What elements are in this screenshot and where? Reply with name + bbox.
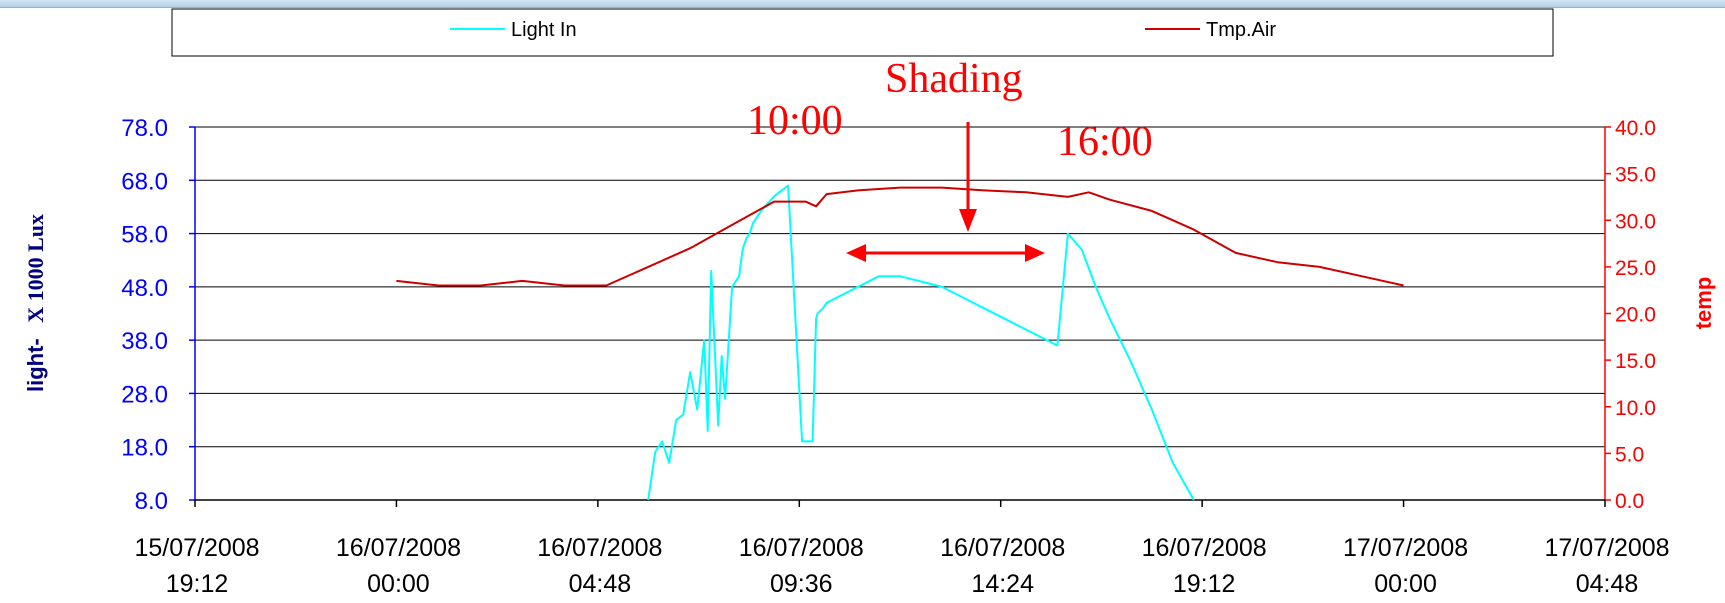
x-tick-label-time: 04:48 xyxy=(569,570,632,598)
legend-label-tmp-air: Tmp.Air xyxy=(1206,19,1276,41)
x-tick-label-date: 15/07/2008 xyxy=(134,534,259,562)
x-tick-label-time: 00:00 xyxy=(367,570,430,598)
window-top-bar xyxy=(0,0,1725,8)
left-axis-label-part-1: light- xyxy=(23,338,48,392)
x-tick-label-time: 04:48 xyxy=(1576,570,1639,598)
x-tick-label-date: 17/07/2008 xyxy=(1343,534,1468,562)
left-tick-label: 78.0 xyxy=(121,115,168,142)
annotation-shading: Shading xyxy=(885,56,1023,102)
x-tick-label-date: 17/07/2008 xyxy=(1544,534,1669,562)
right-tick-label: 35.0 xyxy=(1615,164,1656,187)
left-tick-label: 68.0 xyxy=(121,168,168,195)
annotations: Shading 10:00 16:00 xyxy=(747,56,1153,262)
left-tick-label: 28.0 xyxy=(121,381,168,408)
series-line-tmp-air xyxy=(396,186,1404,287)
x-tick-label-time: 19:12 xyxy=(166,570,229,598)
shading-down-arrow-head xyxy=(959,209,977,232)
right-axis-label: temp xyxy=(1691,277,1716,330)
x-tick-label-time: 00:00 xyxy=(1374,570,1437,598)
x-tick-label-time: 19:12 xyxy=(1173,570,1236,598)
x-tick-label-date: 16/07/2008 xyxy=(739,534,864,562)
left-tick-label: 38.0 xyxy=(121,328,168,355)
legend-label-light-in: Light In xyxy=(511,19,577,41)
x-tick-label-date: 16/07/2008 xyxy=(537,534,662,562)
left-tick-label: 48.0 xyxy=(121,275,168,302)
right-tick-label: 40.0 xyxy=(1615,117,1656,140)
right-tick-label: 15.0 xyxy=(1615,350,1656,373)
legend-box xyxy=(171,8,1554,57)
right-tick-label: 20.0 xyxy=(1615,304,1656,327)
left-tick-label: 58.0 xyxy=(121,222,168,249)
annotation-end-time: 16:00 xyxy=(1057,119,1153,165)
left-axis-ticks: 8.0 18.0 28.0 38.0 48.0 58.0 68.0 78.0 xyxy=(121,115,195,515)
shading-span-arrow-left-head xyxy=(846,244,866,262)
legend: Light In Tmp.Air xyxy=(171,8,1554,57)
left-tick-label: 8.0 xyxy=(135,488,168,515)
x-tick-label-date: 16/07/2008 xyxy=(940,534,1065,562)
x-tick-label-date: 16/07/2008 xyxy=(1142,534,1267,562)
x-tick-label-date: 16/07/2008 xyxy=(336,534,461,562)
right-tick-label: 10.0 xyxy=(1615,397,1656,420)
x-tick-label-time: 09:36 xyxy=(770,570,833,598)
axes xyxy=(194,127,1606,501)
right-tick-label: 0.0 xyxy=(1615,490,1644,513)
series-line-light-in xyxy=(647,184,1195,501)
left-axis-label: light- X 1000 Lux xyxy=(23,214,48,392)
left-axis-label-part-2: X 1000 Lux xyxy=(23,214,48,323)
annotation-start-time: 10:00 xyxy=(747,98,843,144)
series xyxy=(396,184,1404,501)
right-tick-label: 5.0 xyxy=(1615,443,1644,466)
x-tick-label-time: 14:24 xyxy=(971,570,1034,598)
x-axis-ticks: 15/07/2008 19:12 16/07/2008 00:00 16/07/2008… xyxy=(134,500,1670,598)
right-axis-ticks: 0.0 5.0 10.0 15.0 20.0 25.0 30.0 35.0 40.0 xyxy=(1605,117,1656,513)
right-tick-label: 30.0 xyxy=(1615,210,1656,233)
right-tick-label: 25.0 xyxy=(1615,257,1656,280)
shading-span-arrow-right-head xyxy=(1025,244,1045,262)
grid-lines xyxy=(195,126,1605,448)
left-tick-label: 18.0 xyxy=(121,435,168,462)
